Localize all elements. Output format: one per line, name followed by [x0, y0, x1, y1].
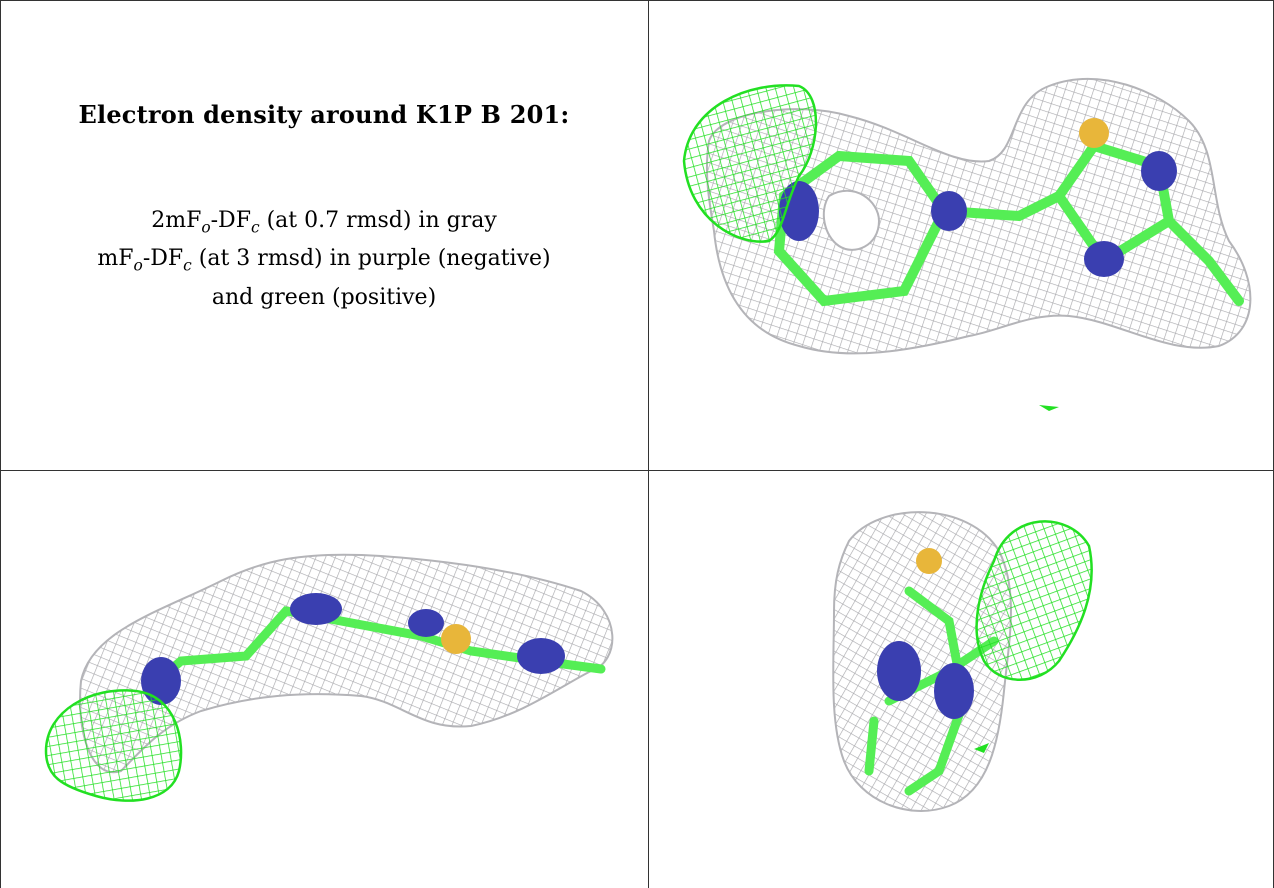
legend-line-diff-sub-o: o — [133, 256, 143, 275]
legend-line-diff: mFo-DFc (at 3 rmsd) in purple (negative) — [0, 243, 648, 281]
nitrogen-atoms — [141, 593, 565, 705]
density-view-top — [682, 77, 1252, 411]
top-border — [0, 0, 1274, 1]
legend-line-gray-mid: -DF — [210, 208, 251, 233]
middle-border — [0, 470, 1274, 471]
green-positive-mesh — [974, 520, 1093, 753]
view-top-right — [649, 1, 1273, 470]
legend-line-gray: 2mFo-DFc (at 0.7 rmsd) in gray — [0, 205, 648, 243]
legend-line-diff-sub-c: c — [183, 256, 192, 275]
legend-panel: Electron density around K1P B 201: 2mFo-… — [0, 0, 648, 470]
center-border — [648, 0, 649, 888]
legend-line-diff-mid: -DF — [142, 246, 184, 272]
sulfur-atom — [916, 548, 942, 574]
green-positive-mesh — [44, 689, 183, 802]
gray-density-mesh — [832, 511, 1012, 812]
green-positive-mesh — [682, 84, 1059, 411]
legend-line-gray-sub-o: o — [201, 218, 211, 237]
legend-line-positive: and green (positive) — [211, 284, 437, 310]
nitrogen-atoms — [779, 151, 1177, 277]
view-bottom-left — [1, 471, 648, 888]
legend-line-gray-prefix: 2mF — [151, 208, 202, 233]
figure-title: Electron density around K1P B 201: — [78, 100, 570, 129]
legend-line-gray-suffix: (at 0.7 rmsd) in gray — [259, 208, 497, 233]
legend-caption: 2mFo-DFc (at 0.7 rmsd) in gray mFo-DFc (… — [0, 205, 648, 313]
view-bottom-right — [649, 471, 1273, 888]
sulfur-atom — [441, 624, 471, 654]
density-view-side — [44, 553, 614, 802]
left-border — [0, 0, 1, 888]
density-view-end — [832, 511, 1093, 812]
legend-line-diff-prefix: mF — [97, 246, 134, 272]
legend-line-gray-sub-c: c — [250, 218, 260, 237]
sulfur-atom — [1079, 118, 1109, 148]
legend-line-diff-suffix: (at 3 rmsd) in purple (negative) — [191, 246, 551, 272]
nitrogen-atoms — [877, 641, 974, 719]
